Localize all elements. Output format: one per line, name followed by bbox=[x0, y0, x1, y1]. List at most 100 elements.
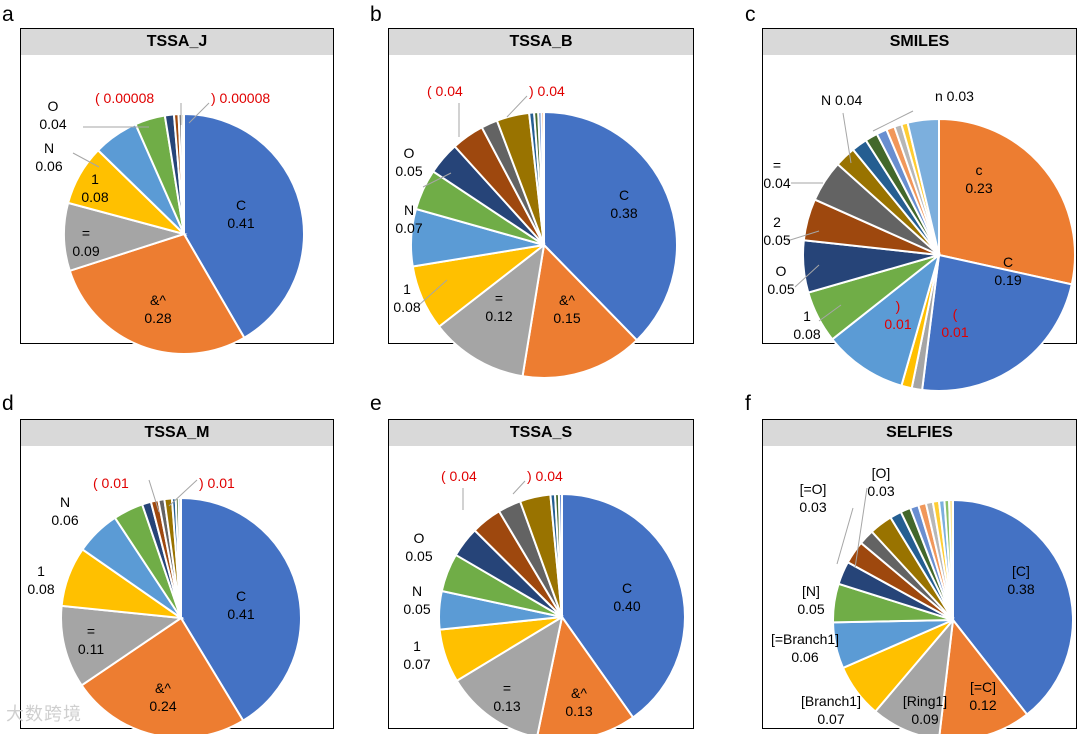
slice-label: n 0.03 bbox=[935, 88, 974, 104]
slice-label: ) 0.01 bbox=[199, 475, 235, 491]
pie-chart: [C] 0.38 [=C] 0.12 [Ring1] 0.09 [Branch1] 0.07 [… bbox=[771, 465, 1074, 734]
panel-letter-e: e bbox=[370, 392, 382, 415]
slice-label: [=C] 0.12 bbox=[969, 679, 996, 713]
pie-slice-minor bbox=[540, 110, 545, 246]
slice-label: N 0.06 bbox=[51, 494, 78, 528]
chart-panel-smiles: SMILES c 0.23 C 0.19 (0.01) 0.01 1 0.08 O 0.05 2 0.… bbox=[762, 28, 1077, 392]
slice-label: [N] 0.05 bbox=[797, 583, 824, 617]
leader-line bbox=[188, 102, 210, 124]
pie-slice-n bbox=[906, 117, 940, 256]
chart-panel-tssa-m: TSSA_M C 0.41 &^ 0.24 = 0.11 1 0.08 N 0.06 ( 0.01)… bbox=[20, 419, 334, 734]
leader-line bbox=[854, 487, 868, 569]
chart-panel-selfies: SELFIES [C] 0.38 [=C] 0.12 [Ring1] 0.09 [Branc… bbox=[762, 419, 1077, 734]
slice-label: ) 0.00008 bbox=[211, 90, 270, 106]
pie-slice- bbox=[455, 614, 564, 734]
slice-label: [=O] 0.03 bbox=[799, 481, 826, 515]
pie-chart: c 0.23 C 0.19 (0.01 ) 0.01 1 0.08 O 0.05 2 0.05 = 0.04… bbox=[763, 88, 1076, 392]
pie-slice-1 bbox=[830, 252, 941, 387]
slice-label: 2 0.05 bbox=[763, 214, 790, 248]
panel-letter-c: c bbox=[745, 3, 756, 26]
pie-slice- bbox=[437, 242, 546, 378]
slice-label: ( 0.01 bbox=[93, 475, 129, 491]
leader-line bbox=[148, 479, 160, 513]
leader-line bbox=[168, 479, 198, 507]
pie-slice-minor bbox=[177, 496, 182, 619]
pie-slice-C bbox=[561, 492, 686, 719]
panel-letter-d: d bbox=[2, 392, 14, 415]
slice-label: C 0.41 bbox=[227, 588, 254, 622]
slice-label: N 0.05 bbox=[403, 583, 430, 617]
pie-chart: C 0.41 &^ 0.28 = 0.09 1 0.08 N 0.06 O 0.04 ( 0.00008… bbox=[35, 90, 306, 356]
pie-chart: C 0.40 &^ 0.13 = 0.13 1 0.07 N 0.05 O 0.05 ( 0.04 ) 0… bbox=[403, 468, 686, 734]
slice-label: = 0.12 bbox=[485, 290, 512, 324]
slice-label: ( 0.00008 bbox=[95, 90, 154, 106]
slice-label: [Ring1] 0.09 bbox=[903, 693, 947, 727]
leader-line bbox=[872, 110, 914, 132]
panel-letter-a: a bbox=[2, 3, 14, 26]
leader-line bbox=[836, 507, 854, 565]
slice-label: 1 0.08 bbox=[793, 308, 820, 342]
pie-slice- bbox=[536, 614, 635, 734]
panel-letter-f: f bbox=[745, 392, 751, 415]
chart-title: TSSA_M bbox=[21, 420, 333, 446]
slice-label: = 0.13 bbox=[493, 680, 520, 714]
leader-line bbox=[418, 279, 448, 306]
slice-label: O 0.04 bbox=[39, 98, 66, 132]
slice-label: O 0.05 bbox=[767, 263, 794, 297]
pie-slice-C bbox=[921, 253, 1073, 392]
pie-chart: C 0.41 &^ 0.24 = 0.11 1 0.08 N 0.06 ( 0.01 ) 0.01 bbox=[27, 475, 302, 734]
pie-slice- bbox=[68, 232, 246, 356]
pie-slice-c bbox=[938, 117, 1076, 286]
pie-slice-minor bbox=[557, 492, 563, 618]
pie-slice-C bbox=[543, 110, 678, 342]
watermark: 大数跨境 bbox=[6, 704, 82, 725]
chart-title: SELFIES bbox=[763, 420, 1076, 446]
slice-label: ) 0.04 bbox=[527, 468, 563, 484]
chart-title: TSSA_B bbox=[389, 29, 693, 55]
slice-label: ) 0.04 bbox=[529, 83, 565, 99]
slice-label: = 0.04 bbox=[763, 157, 790, 191]
pie-slice- bbox=[60, 604, 184, 687]
chart-panel-tssa-j: TSSA_J C 0.41 &^ 0.28 = 0.09 1 0.08 N 0.06 O 0.04 ( … bbox=[20, 28, 334, 356]
pie-chart: C 0.38 &^ 0.15 = 0.12 1 0.08 N 0.07 O 0.05 ( 0.04) 0… bbox=[393, 83, 678, 379]
slice-label: [Branch1] 0.07 bbox=[801, 693, 861, 727]
slice-label: O 0.05 bbox=[405, 530, 432, 564]
chart-title: TSSA_J bbox=[21, 29, 333, 55]
slice-label: [=Branch1] 0.06 bbox=[771, 631, 839, 665]
slice-label: c 0.23 bbox=[965, 162, 992, 196]
leader-line bbox=[512, 480, 526, 495]
pie-slice- bbox=[521, 242, 639, 379]
slice-label: 1 0.08 bbox=[81, 171, 108, 205]
slice-label: &^ 0.24 bbox=[149, 680, 176, 714]
slice-label: C 0.19 bbox=[994, 254, 1021, 288]
leader-line bbox=[72, 152, 100, 168]
slice-label: ( 0.04 bbox=[427, 83, 463, 99]
slice-label: = 0.11 bbox=[78, 623, 104, 657]
chart-panel-tssa-s: TSSA_S C 0.40 &^ 0.13 = 0.13 1 0.07 N 0.05 O 0.05 ( … bbox=[388, 419, 694, 734]
slice-label: C 0.41 bbox=[227, 197, 254, 231]
slice-label: ) 0.01 bbox=[884, 298, 911, 332]
leader-line bbox=[842, 112, 852, 164]
slice-label: N 0.04 bbox=[821, 92, 862, 108]
chart-title: TSSA_S bbox=[389, 420, 693, 446]
slice-label: 1 0.07 bbox=[403, 638, 430, 672]
panel-letter-b: b bbox=[370, 3, 382, 26]
pie-slice-C bbox=[938, 617, 1029, 734]
pie-slice-C bbox=[180, 496, 302, 723]
slice-label: O 0.05 bbox=[395, 145, 422, 179]
slice-label: [O] 0.03 bbox=[867, 465, 894, 499]
slice-label: &^ 0.15 bbox=[553, 292, 580, 326]
slice-label: C 0.38 bbox=[610, 187, 637, 221]
leader-line bbox=[786, 230, 820, 242]
slice-label: ( 0.04 bbox=[441, 468, 477, 484]
leader-line bbox=[422, 172, 452, 188]
chart-panel-tssa-b: TSSA_B C 0.38 &^ 0.15 = 0.12 1 0.08 N 0.07 O 0.05 ( … bbox=[388, 28, 694, 379]
slice-label: [C] 0.38 bbox=[1007, 563, 1034, 597]
slice-label: (0.01 bbox=[941, 306, 968, 340]
slice-label: = 0.09 bbox=[72, 225, 99, 259]
pie-slice-C bbox=[183, 112, 306, 340]
slice-label: &^ 0.13 bbox=[565, 685, 592, 719]
pie-slice-minor bbox=[948, 498, 954, 621]
slice-label: 1 0.08 bbox=[27, 563, 54, 597]
slice-label: C 0.40 bbox=[613, 580, 640, 614]
